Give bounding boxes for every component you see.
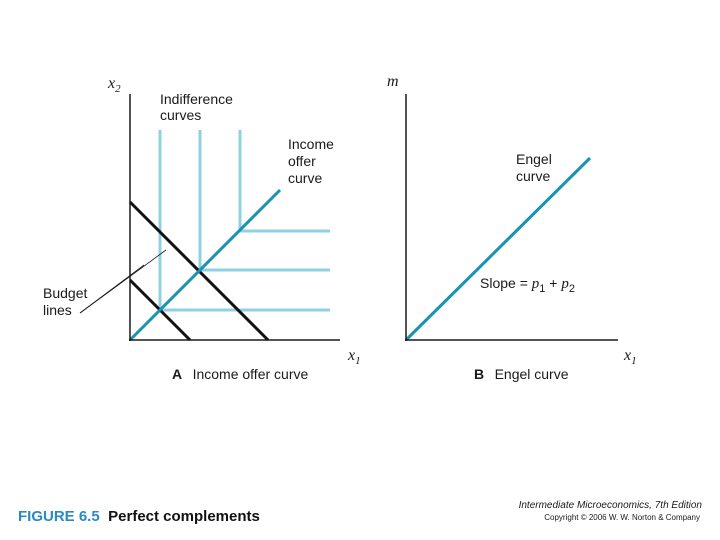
slope-label: Slope = p1 + p2 xyxy=(480,275,575,295)
engel-curve xyxy=(404,156,592,342)
panel-b-x-label: x1 xyxy=(623,347,637,367)
figure-caption: FIGURE 6.5 Perfect complements xyxy=(18,508,260,525)
panel-b-y-label: m xyxy=(387,73,399,90)
panel-a-y-label: x2 xyxy=(107,75,121,95)
panel-b-axes xyxy=(405,94,618,341)
figure-number: FIGURE 6.5 xyxy=(18,508,100,525)
panel-b-caption: B Engel curve xyxy=(474,366,569,383)
panel-a-income-offer: x2 x1 Indifference curves Income offer c… xyxy=(43,75,361,383)
budget-pointers xyxy=(79,249,167,314)
copyright: Copyright © 2006 W. W. Norton & Company xyxy=(544,513,700,522)
panel-a-caption: A Income offer curve xyxy=(172,366,308,383)
panel-b-engel: m x1 Engel curve Slope = p1 + p2 B Engel… xyxy=(387,73,637,383)
figure-title: Perfect complements xyxy=(108,508,260,525)
engel-curve-label: Engel curve xyxy=(516,151,556,184)
panel-a-axes xyxy=(129,94,340,341)
budget-lines-label: Budget lines xyxy=(43,285,91,318)
panel-a-x-label: x1 xyxy=(347,347,361,367)
footer: FIGURE 6.5 Perfect complements Intermedi… xyxy=(18,500,702,525)
indifference-curves-label: Indifference curves xyxy=(160,91,237,123)
income-offer-curve xyxy=(128,188,282,342)
book-title: Intermediate Microeconomics, 7th Edition xyxy=(519,500,703,511)
income-offer-curve-label: Income offer curve xyxy=(288,136,338,186)
